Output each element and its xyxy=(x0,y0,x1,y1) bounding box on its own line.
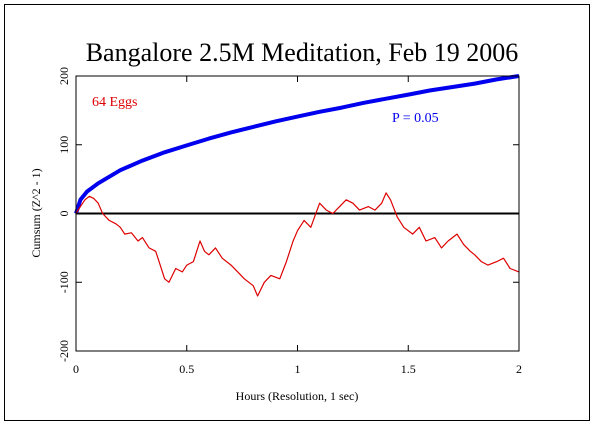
series-line-p-005 xyxy=(74,74,520,215)
chart-title: Bangalore 2.5M Meditation, Feb 19 2006 xyxy=(86,38,519,67)
eggs-annotation: 64 Eggs xyxy=(92,95,138,110)
p-value-annotation: P = 0.05 xyxy=(392,111,439,126)
x-tick-label: 1 xyxy=(295,362,301,376)
series-line-64-eggs xyxy=(75,192,520,297)
y-tick-label: 0 xyxy=(57,211,71,217)
x-tick-label: 1.5 xyxy=(401,362,416,376)
y-tick-label: -100 xyxy=(57,271,71,293)
x-tick-label: 2 xyxy=(516,362,522,376)
y-tick-label: -200 xyxy=(57,340,71,362)
x-tick-label: 0 xyxy=(73,362,79,376)
y-tick-label: 200 xyxy=(57,67,71,85)
y-tick-label: 100 xyxy=(57,136,71,154)
y-axis-label: Cumsum (Z^2 - 1) xyxy=(29,168,43,257)
x-tick-label: 0.5 xyxy=(179,362,194,376)
x-axis-label: Hours (Resolution, 1 sec) xyxy=(236,389,359,403)
